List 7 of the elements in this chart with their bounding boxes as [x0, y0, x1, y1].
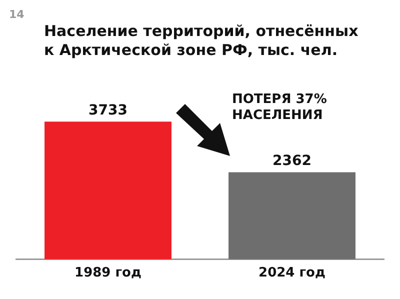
chart-title: Население территорий, отнесённых к Арктической зоне РФ, тыс. чел. — [44, 22, 360, 60]
data-label: 3733 — [88, 102, 128, 118]
x-tick-label: 2024 год — [258, 266, 326, 281]
data-label: 2362 — [272, 152, 312, 169]
text: 14 — [9, 8, 24, 21]
x-tick-label: 1989 год — [74, 266, 142, 281]
annotation: ПОТЕРЯ 37% НАСЕЛЕНИЯ — [232, 92, 328, 124]
